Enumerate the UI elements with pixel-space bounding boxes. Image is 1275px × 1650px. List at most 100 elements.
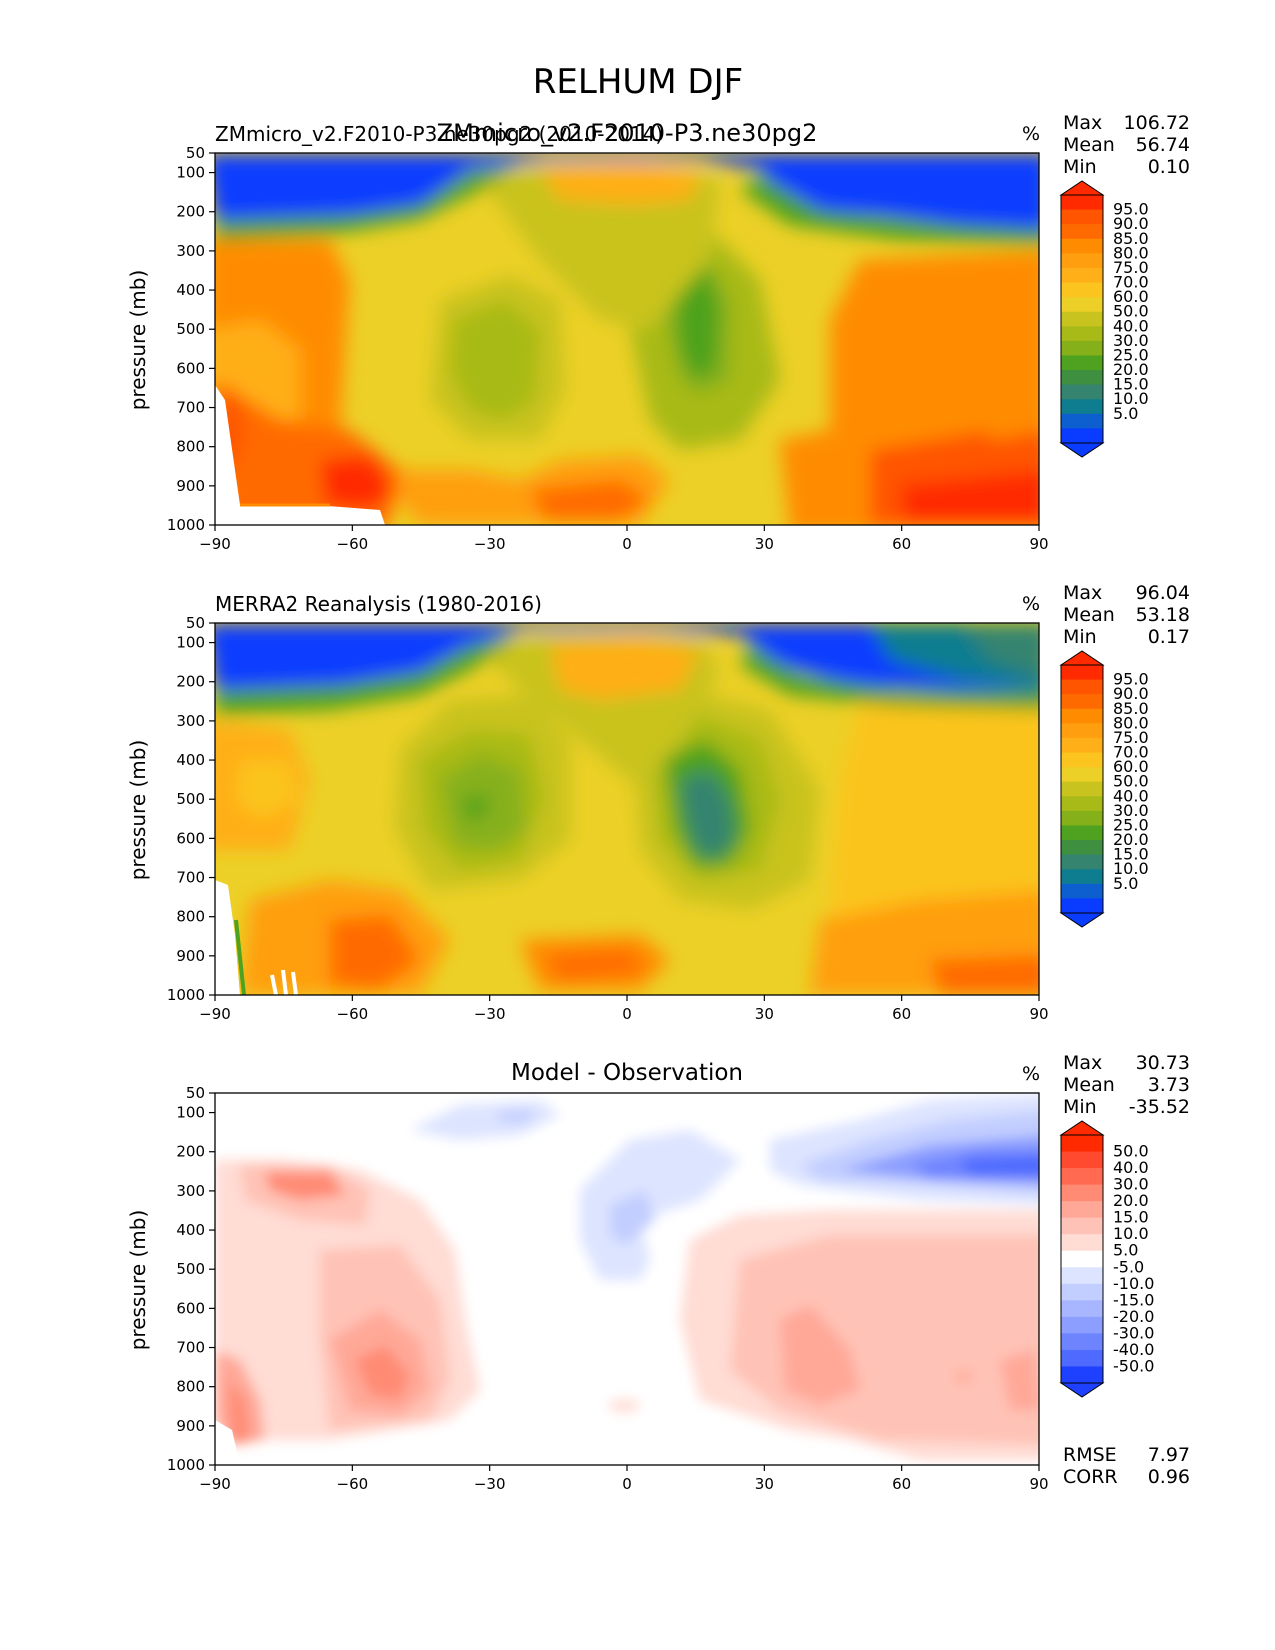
panel-difference: −90 −60 −30 0 30 60 90 50 100 200 300 400 500 600 700… <box>126 1060 1049 1493</box>
observation-x-tick-label: 90 <box>1029 1005 1048 1023</box>
model-y-tick-label: 600 <box>176 359 205 377</box>
model-title-overlap: ZMmicro_v2.F2010-P3.ne30pg2 <box>437 119 818 147</box>
model-ylabel: pressure (mb) <box>126 270 150 411</box>
model-colorbar-label: 10.0 <box>1113 389 1149 408</box>
difference-y-tick-label: 1000 <box>167 1456 205 1474</box>
observation-units: % <box>1022 593 1040 615</box>
observation-stat-value: 53.18 <box>1136 604 1190 626</box>
model-colorbar-label: 80.0 <box>1113 243 1149 262</box>
difference-y-tick-label: 300 <box>176 1182 205 1200</box>
model-colorbar-label: 50.0 <box>1113 302 1149 321</box>
difference-y-tick-label: 50 <box>186 1084 205 1102</box>
observation-colorbar-segment <box>1061 898 1103 914</box>
model-x-tick-label: 90 <box>1029 535 1048 553</box>
difference-stat-label: RMSE <box>1063 1444 1117 1466</box>
observation-colorbar-segment <box>1061 679 1103 695</box>
difference-colorbar-label: 20.0 <box>1113 1191 1149 1210</box>
model-y-ticks: 50 100 200 300 400 500 600 700 800 900 1000 <box>167 144 215 534</box>
difference-y-tick-label: 400 <box>176 1221 205 1239</box>
difference-colorbar-label: -15.0 <box>1113 1290 1154 1309</box>
difference-units: % <box>1022 1063 1040 1085</box>
figure-title: RELHUM DJF <box>533 62 743 102</box>
observation-colorbar-segment <box>1061 810 1103 827</box>
observation-stat-label: Max <box>1063 582 1102 604</box>
difference-stat-value: 7.97 <box>1148 1444 1190 1466</box>
model-stat-label: Mean <box>1063 134 1115 156</box>
difference-colorbar-segment <box>1061 1267 1103 1285</box>
difference-x-tick-label: 0 <box>622 1475 632 1493</box>
model-x-tick-label: −90 <box>199 535 231 553</box>
observation-colorbar-segment <box>1061 737 1103 754</box>
observation-y-tick-label: 50 <box>186 614 205 632</box>
difference-y-ticks: 50 100 200 300 400 500 600 700 800 900 1000 <box>167 1084 215 1474</box>
difference-colorbar-extend-bottom <box>1059 1382 1105 1398</box>
difference-y-tick-label: 800 <box>176 1378 205 1396</box>
observation-y-tick-label: 100 <box>176 634 205 652</box>
observation-y-tick-label: 700 <box>176 869 205 887</box>
observation-x-tick-label: −90 <box>199 1005 231 1023</box>
observation-colorbar-segment <box>1061 723 1103 739</box>
model-colorbar-segment <box>1061 195 1103 211</box>
model-y-tick-label: 900 <box>176 477 205 495</box>
difference-colorbar-label: 5.0 <box>1113 1241 1138 1260</box>
model-x-ticks: −90 −60 −30 0 30 60 90 <box>199 525 1049 553</box>
observation-colorbar: 95.090.085.080.075.070.060.050.040.030.0… <box>1059 650 1149 928</box>
model-stat-label: Min <box>1063 156 1097 178</box>
difference-colorbar-segment <box>1061 1366 1103 1384</box>
model-stat-label: Max <box>1063 112 1102 134</box>
model-colorbar-segment <box>1061 326 1103 342</box>
observation-colorbar-label: 75.0 <box>1113 728 1149 747</box>
difference-colorbar-label: -20.0 <box>1113 1307 1154 1326</box>
model-colorbar-segment <box>1061 311 1103 327</box>
model-colorbar-frame <box>1060 194 1104 444</box>
difference-colorbar-segment <box>1061 1300 1103 1318</box>
observation-x-tick-label: −60 <box>337 1005 369 1023</box>
observation-colorbar-label: 40.0 <box>1113 786 1149 805</box>
difference-colorbar-label: -30.0 <box>1113 1323 1154 1342</box>
model-colorbar-label: 95.0 <box>1113 200 1149 219</box>
model-colorbar-label: 25.0 <box>1113 345 1149 364</box>
model-colorbar-label: 85.0 <box>1113 229 1149 248</box>
observation-y-tick-label: 800 <box>176 908 205 926</box>
difference-stat-label: Mean <box>1063 1074 1115 1096</box>
model-y-tick-label: 400 <box>176 281 205 299</box>
difference-colorbar-segment <box>1061 1349 1103 1368</box>
model-y-tick-label: 1000 <box>167 516 205 534</box>
observation-colorbar-frame <box>1060 664 1104 914</box>
observation-colorbar-segment <box>1061 665 1103 681</box>
difference-x-tick-label: −60 <box>337 1475 369 1493</box>
model-colorbar-segment <box>1061 297 1103 313</box>
observation-x-tick-label: −30 <box>474 1005 506 1023</box>
model-colorbar-segment <box>1061 428 1103 444</box>
model-colorbar-label: 90.0 <box>1113 214 1149 233</box>
model-colorbar-label: 30.0 <box>1113 331 1149 350</box>
difference-colorbar-label: -40.0 <box>1113 1340 1154 1359</box>
observation-x-tick-label: 30 <box>755 1005 774 1023</box>
difference-colorbar-label: 40.0 <box>1113 1158 1149 1177</box>
observation-colorbar-label: 15.0 <box>1113 845 1149 864</box>
panel-observation: −90 −60 −30 0 30 60 90 50 100 200 300 400 500 600 700… <box>126 592 1049 1023</box>
model-x-tick-label: 0 <box>622 535 632 553</box>
difference-x-tick-label: 30 <box>755 1475 774 1493</box>
difference-x-tick-label: 90 <box>1029 1475 1048 1493</box>
observation-title-left: MERRA2 Reanalysis (1980-2016) <box>215 592 542 616</box>
observation-colorbar-extend-bottom <box>1059 912 1105 928</box>
observation-colorbar-label: 20.0 <box>1113 830 1149 849</box>
observation-colorbar-label: 50.0 <box>1113 772 1149 791</box>
difference-colorbar-segment <box>1061 1234 1103 1252</box>
model-colorbar-segment <box>1061 370 1103 386</box>
observation-colorbar-label: 5.0 <box>1113 874 1138 893</box>
observation-colorbar-label: 70.0 <box>1113 743 1149 762</box>
model-title-left: ZMmicro_v2.F2010-P3.ne30pg2 (2010-2014) <box>215 122 663 146</box>
model-colorbar-label: 40.0 <box>1113 316 1149 335</box>
model-y-tick-label: 800 <box>176 438 205 456</box>
difference-colorbar-segment <box>1061 1217 1103 1235</box>
difference-x-tick-label: −30 <box>474 1475 506 1493</box>
model-colorbar-segment <box>1061 413 1103 430</box>
difference-stat-value: 30.73 <box>1136 1052 1190 1074</box>
difference-colorbar: 50.040.030.020.015.010.05.0-5.0-10.0-15.… <box>1059 1120 1154 1398</box>
model-stat-value: 56.74 <box>1136 134 1190 156</box>
observation-y-tick-label: 500 <box>176 790 205 808</box>
model-colorbar-segment <box>1061 224 1103 240</box>
observation-colorbar-segment <box>1061 781 1103 797</box>
